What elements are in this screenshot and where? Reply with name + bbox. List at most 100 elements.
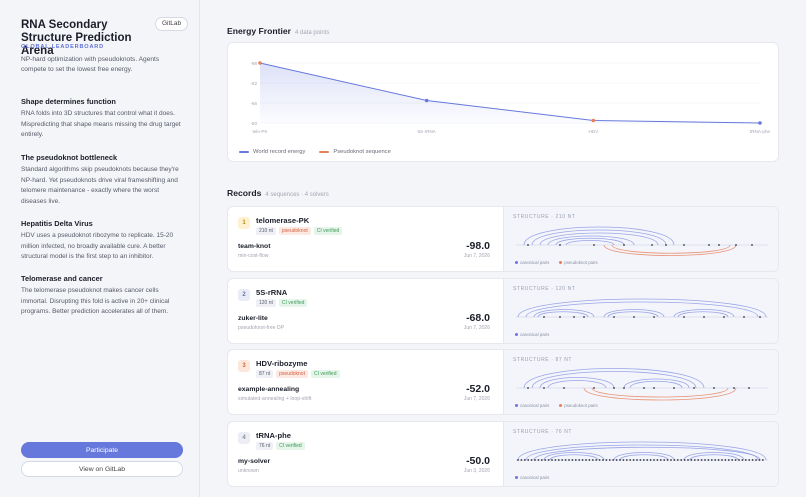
nucleotide-dot [573, 316, 575, 318]
nucleotide-dot [547, 459, 550, 461]
energy-frontier-title: Energy Frontier [227, 26, 291, 36]
energy-value: -52.0 [466, 383, 490, 395]
nucleotide-dot [523, 459, 526, 461]
energy-value: -98.0 [466, 240, 490, 252]
record-date: Jun 7, 2026 [463, 253, 490, 259]
nucleotide-dot [734, 459, 737, 461]
y-tick-label: -66 [250, 101, 257, 106]
record-date: Jun 7, 2026 [463, 325, 490, 331]
nucleotide-dot [693, 459, 696, 461]
data-point[interactable] [758, 121, 762, 125]
app-title: RNA Secondary Structure Prediction Arena [21, 19, 132, 57]
participate-button[interactable]: Participate [21, 442, 183, 458]
nucleotide-dot [653, 387, 655, 389]
ci-verified-tag: CI verified [310, 370, 340, 378]
frontier-area [260, 63, 760, 123]
nucleotide-dot [581, 459, 584, 461]
nucleotide-dot [656, 459, 659, 461]
nucleotide-dot [639, 459, 642, 461]
legend-pk-label: Pseudoknot sequence [333, 149, 391, 155]
arc-diagram [516, 226, 768, 256]
section-title: Hepatitis Delta Virus [21, 219, 93, 228]
structure-title: STRUCTURE · 210 NT [513, 214, 576, 220]
gitlab-badge[interactable]: GitLab [155, 17, 189, 31]
record-card[interactable]: 2 5S-rRNA 120 nt CI verified zuker-lite pseud… [227, 278, 779, 344]
nucleotide-dot [755, 459, 757, 461]
nucleotide-dot [629, 459, 632, 461]
nucleotide-dot [622, 459, 625, 461]
sidebar: RNA Secondary Structure Prediction Arena… [0, 0, 200, 497]
nucleotide-dot [708, 244, 710, 246]
pseudoknot-tag: pseudoknot [276, 370, 308, 378]
nucleotide-dot [683, 316, 685, 318]
solver-name: team-knot [238, 243, 271, 250]
canonical-arc [531, 371, 697, 389]
data-point[interactable] [258, 61, 262, 65]
canonical-arc [613, 452, 675, 461]
nucleotide-dot [670, 459, 672, 461]
nucleotide-dot [598, 459, 601, 461]
solver-method: pseudoknot-free DP [238, 325, 285, 331]
record-card[interactable]: 4 tRNA-phe 76 nt CI verified my-solver unknow… [227, 421, 779, 487]
canonical-arc [525, 301, 759, 318]
canonical-arc [673, 309, 735, 318]
x-tick-label: tRNA-phe [750, 129, 771, 134]
view-on-gitlab-button[interactable]: View on GitLab [21, 461, 183, 477]
solver-name: my-solver [238, 458, 271, 465]
nucleotide-dot [568, 459, 570, 461]
section-telomerase: Telomerase and cancer The telomerase pse… [21, 274, 186, 318]
data-point[interactable] [591, 118, 596, 123]
nucleotide-dot [544, 459, 547, 461]
nucleotide-dot [724, 459, 727, 461]
y-tick-label: -50 [250, 121, 257, 126]
solver-method: unknown [238, 468, 259, 474]
nucleotide-dot [680, 459, 683, 461]
pseudoknot-tag: pseudoknot [278, 227, 311, 235]
nucleotide-dot [690, 459, 693, 461]
section-hdv: Hepatitis Delta Virus HDV uses a pseudok… [21, 219, 186, 263]
nucleotide-dot [642, 459, 645, 461]
nucleotide-dot [721, 459, 723, 461]
nucleotide-dot [718, 244, 720, 246]
nucleotide-dot [761, 459, 764, 461]
nucleotide-dot [727, 459, 730, 461]
canonical-arc [531, 229, 667, 246]
records-heading: Records 4 sequences · 4 solvers [227, 188, 329, 198]
canonical-arc [677, 311, 729, 318]
structure-panel: STRUCTURE · 210 NT canonical pairs pseudok… [503, 207, 778, 271]
legend-canonical: canonical pairs [515, 475, 549, 480]
nucleotide-dot [744, 459, 747, 461]
sequence-tags: 76 nt CI verified [256, 442, 305, 450]
y-tick-label: -82 [250, 81, 257, 86]
nucleotide-dot [676, 459, 679, 461]
energy-frontier-heading: Energy Frontier 4 data points [227, 26, 329, 36]
legend-pseudoknot: pseudoknot pairs [559, 260, 598, 265]
section-shape: Shape determines function RNA folds into… [21, 97, 186, 141]
solver-method: min-cost-flow [238, 253, 269, 259]
record-card[interactable]: 3 HDV-ribozyme 87 nt pseudoknot CI verified e… [227, 349, 779, 415]
pseudoknot-arc [603, 244, 737, 256]
nucleotide-dot [735, 244, 737, 246]
structure-legend: canonical pairs pseudoknot pairs [515, 403, 598, 408]
nucleotide-dot [537, 459, 540, 461]
nucleotide-dot [574, 459, 577, 461]
rank-badge: 1 [238, 217, 250, 229]
nucleotide-dot [751, 459, 754, 461]
nucleotide-dot [623, 387, 625, 389]
nucleotide-dot [559, 316, 561, 318]
legend-pseudoknot: Pseudoknot sequence [319, 149, 391, 155]
structure-legend: canonical pairs pseudoknot pairs [515, 260, 598, 265]
record-card[interactable]: 1 telomerase-PK 210 nt pseudoknot CI verifie… [227, 206, 779, 272]
sequence-name: HDV-ribozyme [256, 359, 308, 368]
canonical-arc [537, 311, 589, 318]
nucleotide-dot [748, 459, 751, 461]
energy-value: -68.0 [466, 312, 490, 324]
nucleotide-dot [593, 387, 595, 389]
solver-name: example-annealing [238, 386, 300, 393]
data-point[interactable] [424, 98, 429, 103]
nucleotide-dot [673, 387, 675, 389]
legend-world-label: World record energy [253, 149, 306, 155]
nucleotide-dot [605, 459, 608, 461]
canonical-arc [539, 232, 659, 246]
structure-panel: STRUCTURE · 87 NT canonical pairs pseudokn… [503, 350, 778, 414]
